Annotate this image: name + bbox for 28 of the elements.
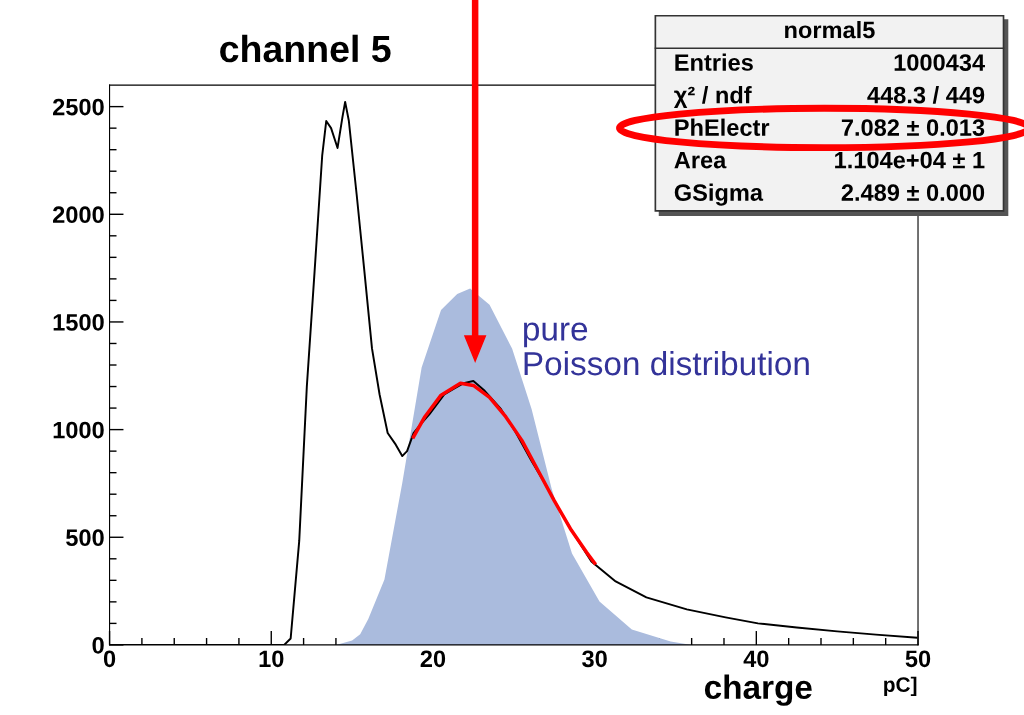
x-axis-title: charge	[704, 674, 812, 706]
y-tick-label: 0	[92, 637, 104, 654]
y-tick-label: 1000	[53, 421, 104, 439]
x-tick-label: 50	[905, 650, 931, 668]
x-tick-label: 30	[582, 650, 607, 668]
y-tick-label: 500	[66, 529, 104, 547]
annotation: Area	[674, 151, 727, 169]
annotation: 2.489 ± 0.000	[841, 184, 985, 201]
annotation: GSigma	[674, 183, 764, 206]
annotation: χ² / ndf	[673, 86, 752, 109]
annotation: 1.104e+04 ± 1	[835, 151, 985, 169]
text: pC]	[884, 676, 917, 697]
text: Entries	[675, 53, 753, 71]
chart-title: channel 5	[220, 34, 391, 63]
annotation: PhElectr	[675, 118, 770, 136]
line-series	[411, 381, 597, 565]
y-tick-label: 2000	[53, 206, 104, 224]
text: normal5	[785, 20, 875, 39]
x-tick-label: 20	[420, 650, 446, 668]
y-tick-label: 1500	[53, 314, 104, 331]
y-tick-label: 2500	[53, 98, 104, 116]
annotation: 448.3 / 449	[867, 86, 985, 104]
x-tick-label: 40	[743, 650, 769, 668]
x-tick-label: 0	[103, 650, 116, 668]
text: 1000434	[894, 54, 985, 71]
x-tick-label: 10	[259, 650, 284, 668]
series-label: pure Poisson distribution	[524, 322, 809, 376]
annotation: 7.082 ± 0.013	[841, 119, 985, 136]
